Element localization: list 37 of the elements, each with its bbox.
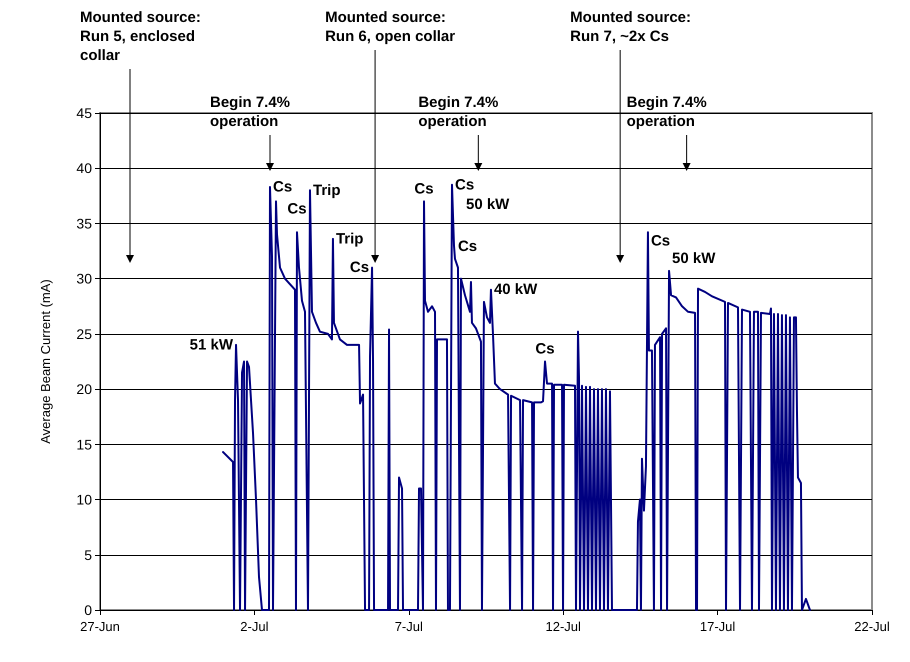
x-tick-label: 2-Jul [240,619,269,634]
annotation: Cs [350,259,370,276]
text: Mounted source: Run 6, open collar [325,9,456,45]
annotation: Trip [336,230,364,248]
annotation: Cs [458,238,478,255]
y-axis-title: Average Beam Current (mA) [38,279,53,444]
x-tick-label: 12-Jul [545,619,582,634]
annotation: Cs [272,178,292,196]
text: Mounted source: Run 5, enclosed collar [80,9,201,64]
annotation: Cs [650,232,670,250]
annotation: Begin 7.4% operation [418,94,498,130]
annotation: Cs [414,180,434,198]
y-tick-label: 40 [76,160,92,176]
y-tick-label: 25 [76,326,92,342]
x-tick-label: 17-Jul [700,619,736,634]
annotation: 40 kW [494,281,538,298]
y-tick-label: 20 [76,381,92,398]
annotation: 51 kW [190,336,234,354]
annotation: 50 kW [672,250,716,267]
y-tick-label: 35 [76,215,92,232]
x-tick-label: 22-Jul [854,619,890,634]
x-tick-label: 27-Jun [80,619,120,634]
y-tick-label: 10 [76,492,92,508]
annotation: Begin 7.4% operation [210,94,290,130]
annotation: Cs [535,340,555,358]
y-tick-label: 5 [84,546,92,563]
x-tick-label: 7-Jul [394,619,423,634]
y-tick-label: 15 [76,436,92,452]
annotation: Begin 7.4% operation [626,94,707,130]
annotation: Cs [287,200,307,218]
annotation: 50 kW [466,196,510,213]
annotation: Trip [312,182,340,199]
annotation: Cs [454,176,474,194]
y-tick-label: 30 [76,270,92,287]
y-tick-label: 45 [76,105,92,121]
text: Mounted source: Run 7, ~2x Cs [570,9,691,45]
y-tick-label: 0 [84,602,92,618]
